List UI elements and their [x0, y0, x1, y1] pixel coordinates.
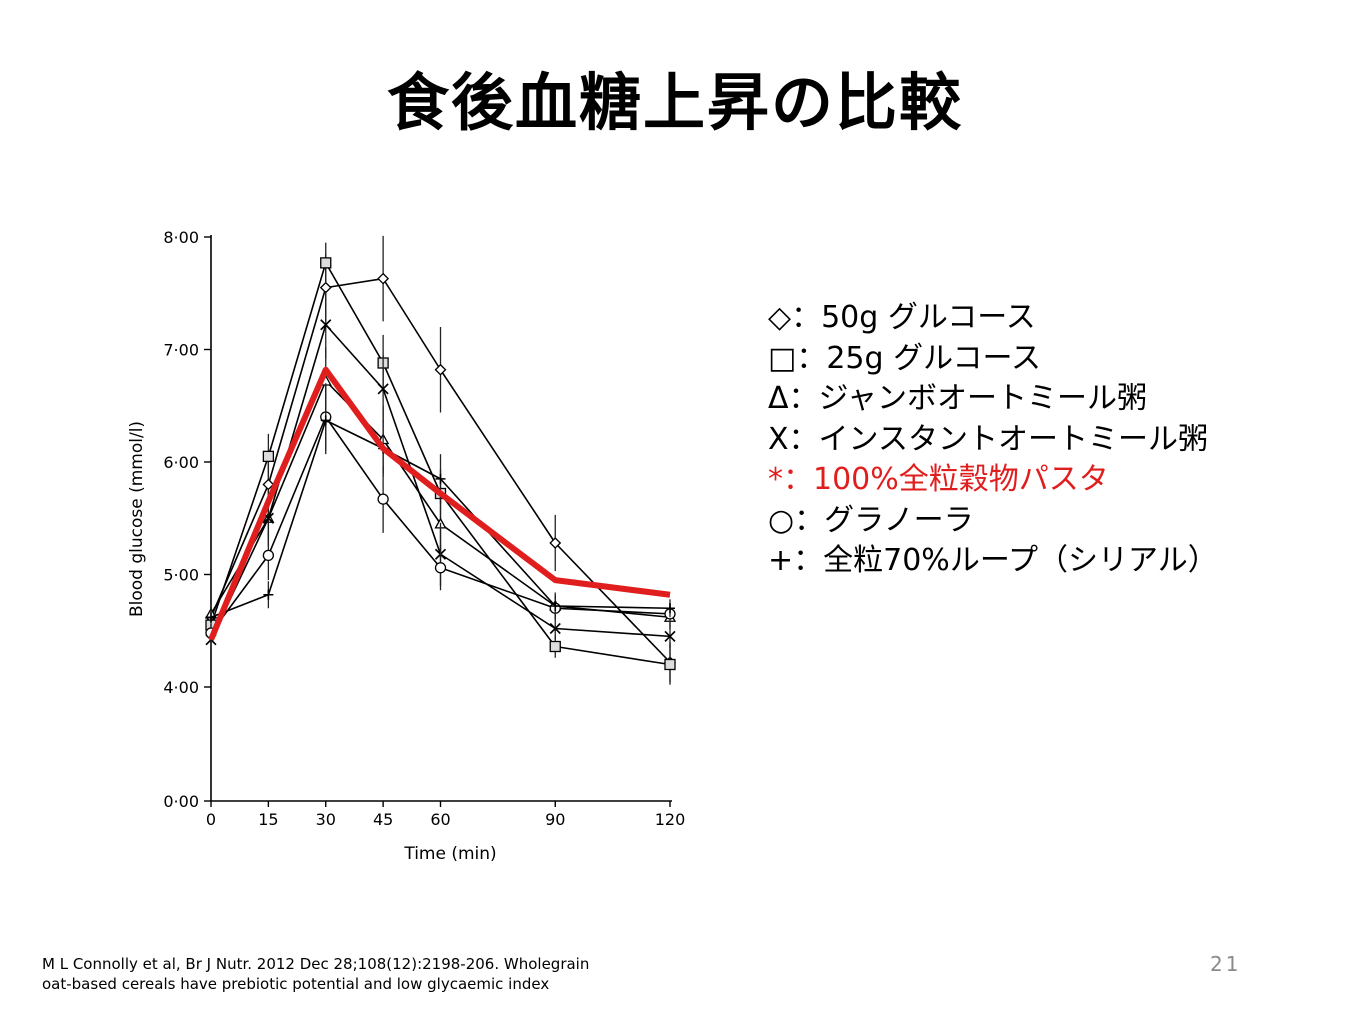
legend: ◇：50g グルコース □：25g グルコース Δ：ジャンボオートミール粥 X：…: [768, 298, 1218, 582]
page-number: 21: [1210, 952, 1242, 976]
x-tick-label: 15: [258, 810, 278, 829]
legend-item-wholegrain-loops: +：全粒70%ループ（シリアル）: [768, 543, 1218, 578]
y-tick-label: 0·00: [163, 792, 199, 811]
y-tick-label: 5·00: [163, 566, 199, 585]
data-point-x: [549, 622, 561, 635]
data-point-diamond: [549, 537, 562, 549]
x-tick-label: 0: [206, 810, 216, 829]
x-axis-label: Time (min): [403, 844, 496, 864]
data-point-plus: [206, 612, 216, 623]
data-point-plus: [435, 473, 446, 484]
legend-item-granola: ○：グラノーラ: [768, 502, 974, 538]
data-point-x: [320, 319, 332, 331]
data-point-diamond: [262, 478, 275, 491]
x-tick-label: 30: [316, 810, 336, 829]
legend-item-wholegrain-pasta: *：100%全粒穀物パスタ: [768, 462, 1109, 497]
data-point-diamond: [434, 363, 447, 376]
y-tick-label: 8·00: [163, 228, 199, 247]
data-point-x: [664, 630, 676, 642]
citation: M L Connolly et al, Br J Nutr. 2012 Dec …: [42, 954, 589, 994]
legend-item-instant-oat-porridge: X：インスタントオートミール粥: [768, 421, 1208, 457]
series-line: [208, 366, 671, 641]
data-point-square: [320, 257, 332, 269]
slide-title: 食後血糖上昇の比較: [386, 66, 963, 139]
x-tick-label: 45: [373, 810, 393, 829]
data-point-circle: [262, 549, 275, 562]
data-point-circle: [434, 562, 447, 574]
data-point-plus: [263, 589, 274, 600]
data-point-circle: [377, 493, 389, 505]
series-highlight: [208, 366, 671, 641]
data-point-diamond: [377, 272, 390, 285]
data-point-square: [262, 450, 275, 463]
citation-line: M L Connolly et al, Br J Nutr. 2012 Dec …: [42, 955, 590, 973]
blood-glucose-line-chart: 0·00 4·00 5·00 6·00 7·00 8·00 0 15 30 45 60 90 120 Ti…: [127, 228, 685, 864]
x-tick-label: 60: [430, 810, 450, 829]
x-tick-label: 90: [545, 810, 565, 829]
x-tick-label: 120: [655, 810, 686, 829]
legend-item-jumbo-oat-porridge: Δ：ジャンボオートミール粥: [768, 381, 1148, 416]
data-point-square: [664, 658, 676, 671]
data-point-plus: [665, 603, 675, 614]
y-axis-label: Blood glucose (mmol/l): [127, 421, 147, 617]
chart-axes: 0·00 4·00 5·00 6·00 7·00 8·00 0 15 30 45 60 90 120 Ti…: [127, 228, 685, 864]
legend-item-25g-glucose: □：25g グルコース: [768, 340, 1041, 376]
data-point-square: [549, 640, 561, 653]
citation-line: oat-based cereals have prebiotic potenti…: [42, 975, 550, 993]
data-point-plus: [320, 415, 331, 426]
y-tick-label: 6·00: [163, 453, 199, 472]
y-tick-label: 7·00: [163, 341, 199, 360]
y-tick-label: 4·00: [163, 678, 199, 697]
legend-item-50g-glucose: ◇：50g グルコース: [768, 300, 1036, 335]
data-point-x: [377, 383, 389, 395]
data-point-plus: [550, 601, 561, 611]
